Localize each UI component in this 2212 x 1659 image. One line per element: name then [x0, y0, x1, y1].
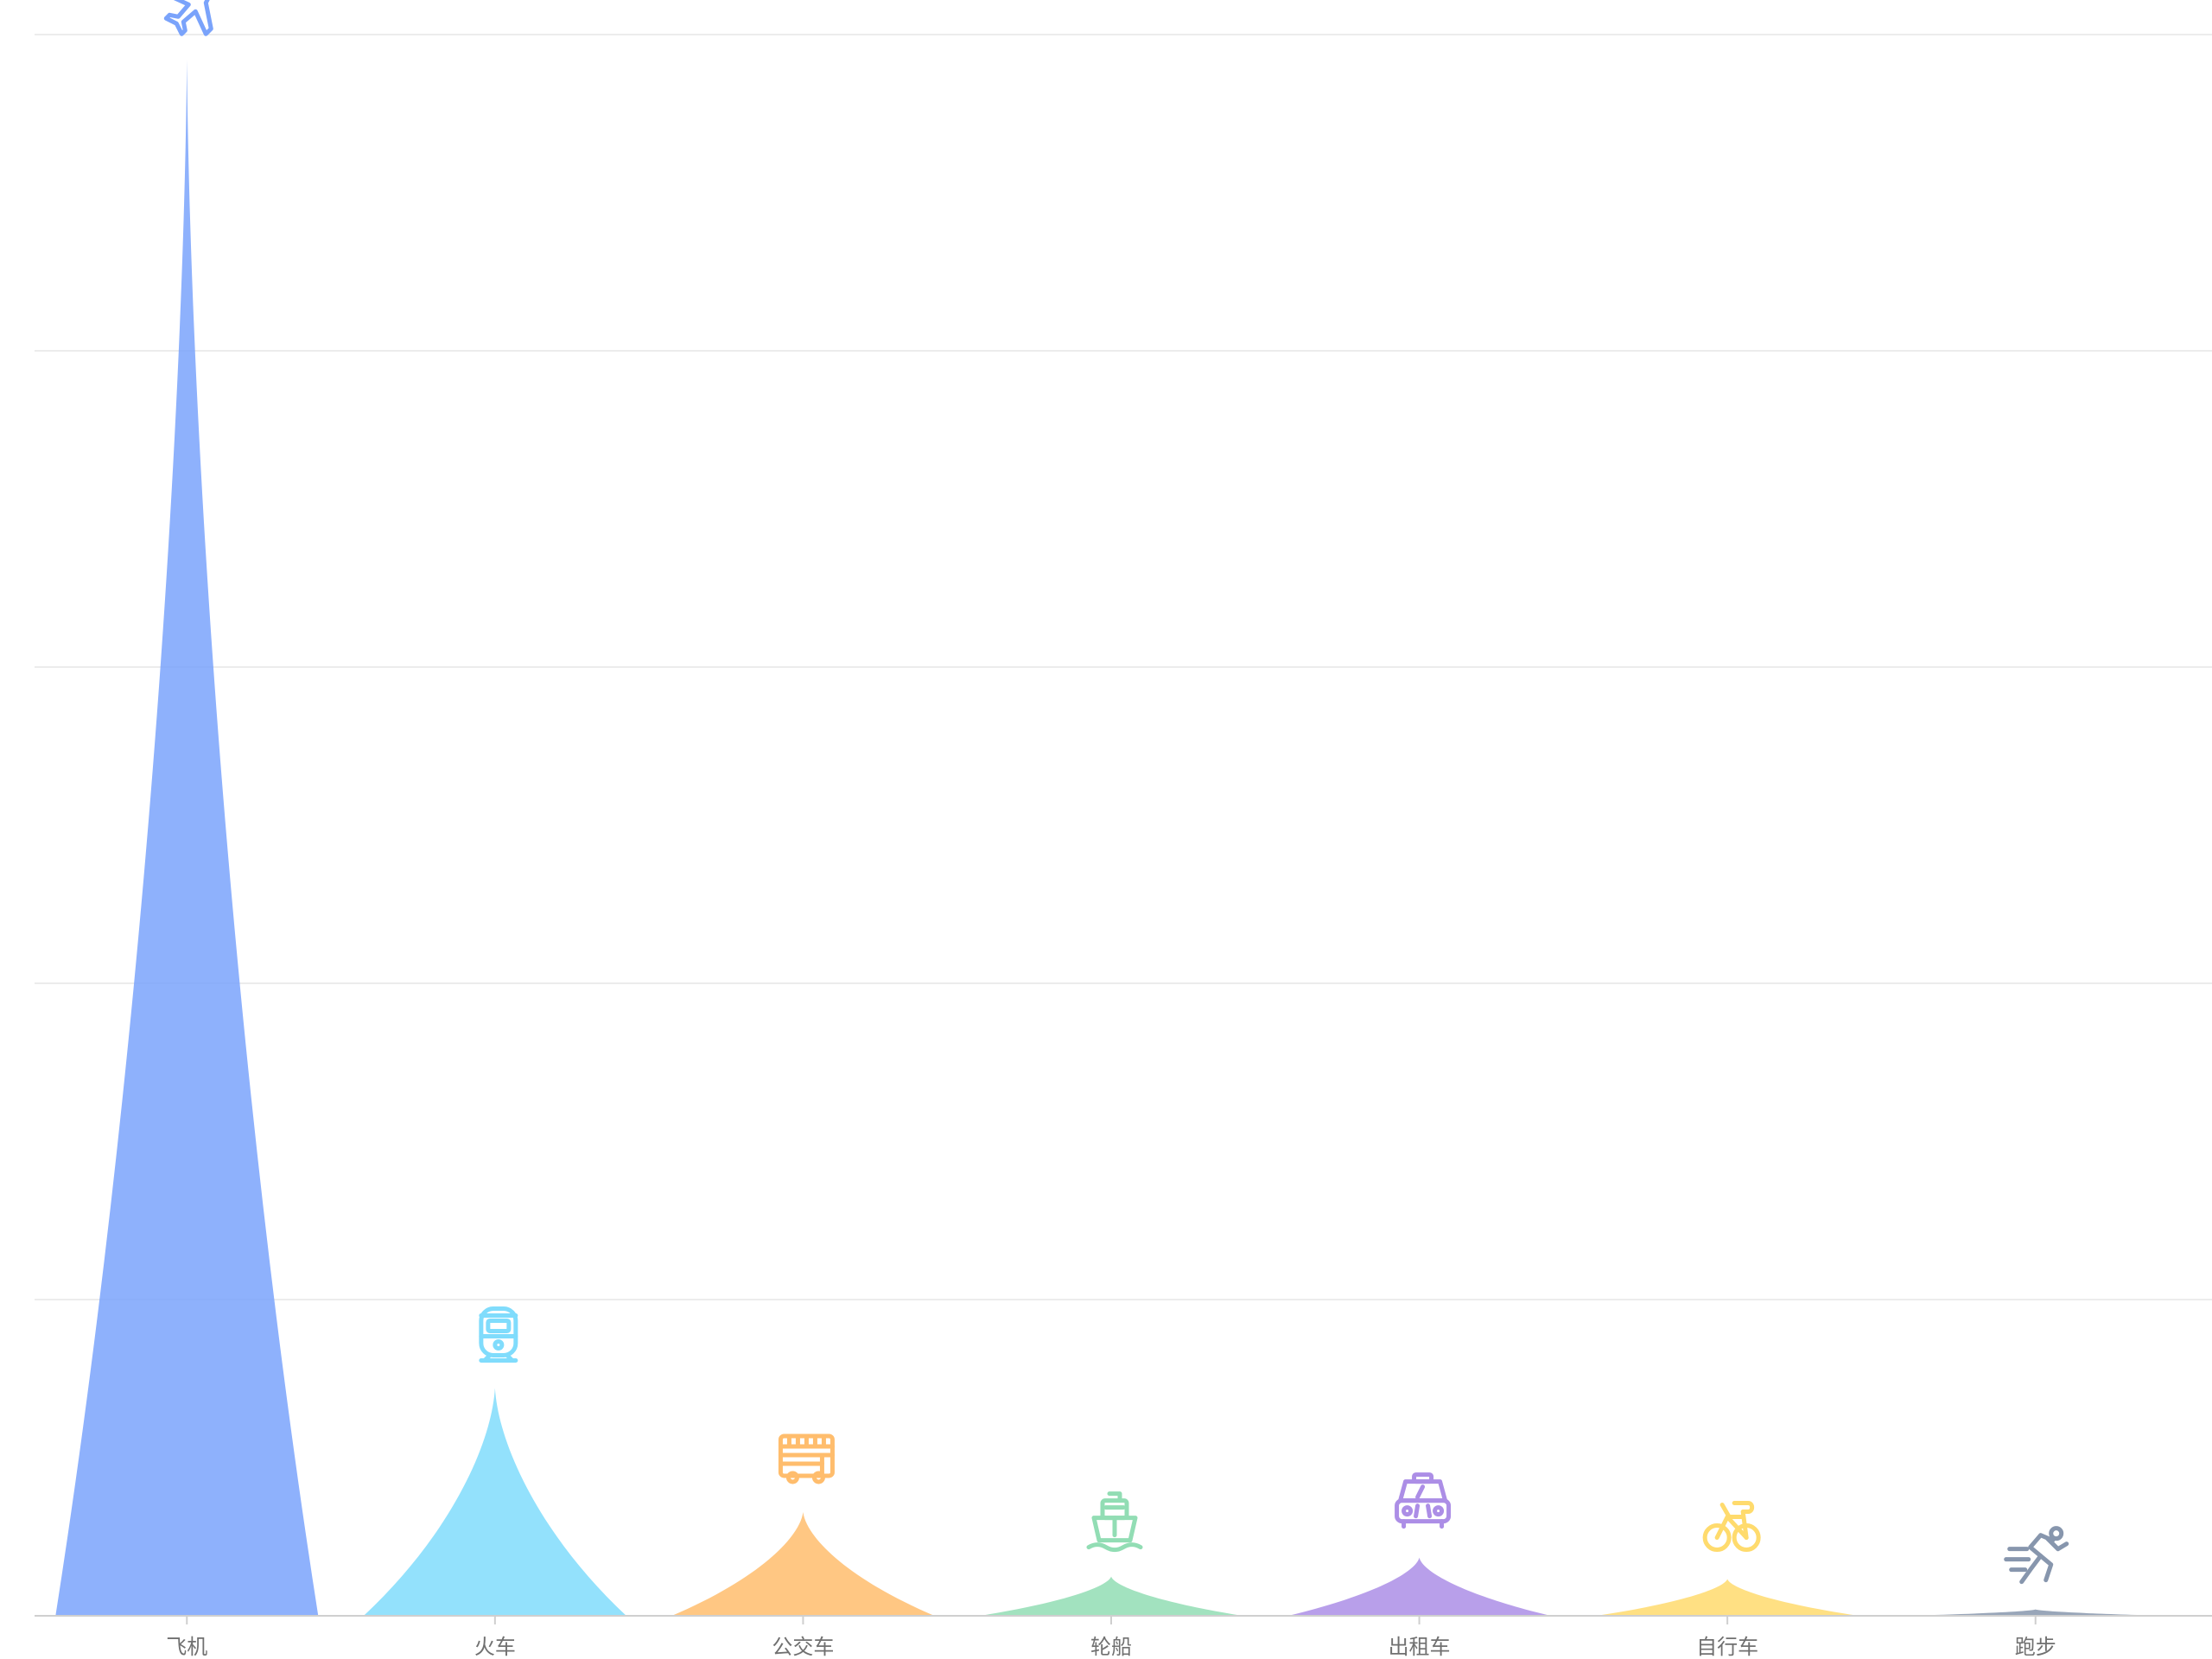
x-axis-ticks	[186, 1616, 2037, 1624]
chart-marks	[55, 60, 2167, 1616]
bus-icon	[778, 1433, 835, 1484]
ship-icon	[1086, 1491, 1143, 1553]
peak-6	[1596, 1579, 1859, 1616]
x-tick-label: 飞机	[166, 1635, 207, 1659]
x-tick-label: 跑步	[2015, 1635, 2056, 1659]
x-tick-label: 公交车	[772, 1635, 834, 1659]
chart-icons	[163, 0, 2069, 1585]
x-axis-labels: 飞机 火车 公交车 轮船 出租车 自行车 跑步	[166, 1635, 2056, 1659]
peak-7	[1904, 1609, 2167, 1616]
train-icon	[479, 1306, 518, 1363]
taxi-icon	[1395, 1472, 1452, 1529]
x-tick-label: 轮船	[1090, 1635, 1132, 1659]
peak-2	[363, 1388, 626, 1616]
airplane-icon	[163, 0, 213, 36]
peak-1	[55, 60, 319, 1616]
peak-5	[1287, 1557, 1551, 1616]
x-tick-label: 火车	[474, 1635, 516, 1659]
peak-3	[671, 1511, 935, 1616]
x-tick-label: 自行车	[1696, 1635, 1758, 1659]
running-icon	[2004, 1526, 2069, 1585]
x-tick-label: 出租车	[1389, 1635, 1451, 1659]
peak-4	[980, 1576, 1243, 1616]
bicycle-icon	[1702, 1501, 1761, 1553]
grid	[35, 34, 2212, 1300]
